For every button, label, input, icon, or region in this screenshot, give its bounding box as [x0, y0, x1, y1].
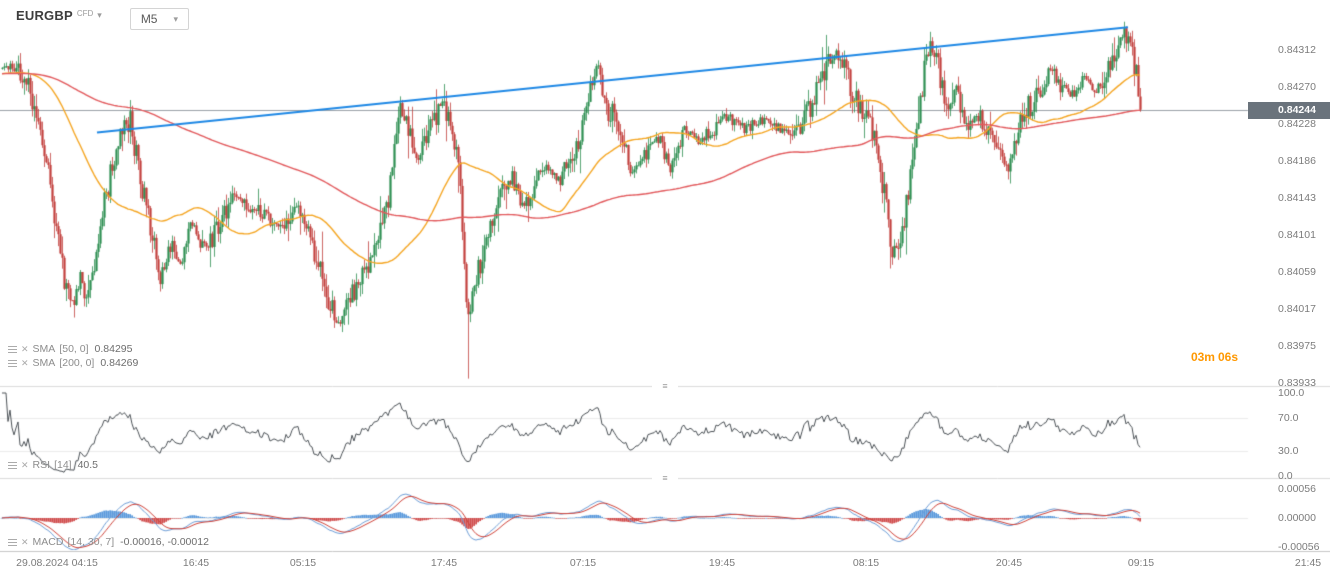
indicator-params: [14, 30, 7] — [67, 536, 115, 548]
indicator-value: -0.00016, -0.00012 — [120, 536, 209, 548]
instrument-symbol: EURGBP — [16, 8, 73, 23]
indicator-menu-icon[interactable] — [8, 359, 17, 367]
price-axis-label: 0.84059 — [1278, 266, 1316, 279]
indicator-remove-icon[interactable]: ✕ — [21, 536, 29, 547]
time-axis-label: 05:15 — [289, 557, 317, 569]
current-price-value: 0.84244 — [1278, 103, 1316, 116]
indicator-remove-icon[interactable]: ✕ — [21, 459, 29, 470]
rsi-axis-label: 100.0 — [1278, 387, 1305, 399]
sma50-legend: ✕ SMA [50, 0] 0.84295 — [8, 343, 132, 355]
current-price-badge: 0.84244 — [1248, 101, 1330, 119]
time-axis-label: 09:15 — [1127, 557, 1155, 569]
macd-axis-label: 0.00056 — [1278, 483, 1316, 495]
price-axis-label: 0.84143 — [1278, 192, 1316, 205]
macd-axis-label: 0.00000 — [1278, 512, 1316, 524]
time-axis-label: 08:15 — [852, 557, 880, 569]
instrument-type-label: CFD — [76, 9, 94, 18]
price-axis-label: 0.84270 — [1278, 80, 1316, 93]
price-axis-label: 0.84186 — [1278, 154, 1316, 167]
timeframe-label: M5 — [140, 12, 158, 26]
indicator-value: 40.5 — [77, 459, 99, 471]
time-axis-label: 16:45 — [182, 557, 210, 569]
price-axis-label: 0.84228 — [1278, 117, 1316, 130]
rsi-axis-label: 0.0 — [1278, 470, 1293, 482]
indicator-params: [200, 0] — [59, 357, 95, 369]
rsi-axis-label: 70.0 — [1278, 411, 1299, 424]
chevron-down-icon: ▾ — [173, 14, 179, 24]
chart-toolbar: EURGBP CFD ▾ M5 ▾ — [16, 8, 190, 30]
sma200-legend: ✕ SMA [200, 0] 0.84269 — [8, 357, 138, 369]
timeframe-selector[interactable]: M5 ▾ — [129, 8, 190, 30]
countdown-seconds: 06s — [1217, 350, 1238, 364]
price-axis-label: 0.84101 — [1278, 229, 1316, 242]
indicator-value: 0.84295 — [94, 343, 133, 355]
price-axis-label: 0.84017 — [1278, 303, 1316, 316]
indicator-name: MACD — [32, 536, 64, 548]
indicator-name: SMA — [32, 357, 56, 369]
indicator-value: 0.84269 — [100, 357, 139, 369]
indicator-menu-icon[interactable] — [8, 345, 17, 353]
time-axis-label: 21:45 — [1294, 557, 1322, 569]
price-axis-label: 0.83933 — [1278, 377, 1316, 389]
time-axis-label: 17:45 — [430, 557, 458, 569]
indicator-params: [14] — [54, 459, 72, 471]
indicator-name: SMA — [32, 343, 56, 355]
countdown-minutes: 03m — [1190, 350, 1215, 364]
rsi-legend: ✕ RSI [14] 40.5 — [8, 459, 98, 471]
indicator-menu-icon[interactable] — [8, 538, 17, 546]
price-axis-label: 0.83975 — [1278, 340, 1316, 353]
chevron-down-icon: ▾ — [97, 10, 102, 20]
indicator-name: RSI — [32, 459, 51, 471]
instrument-selector[interactable]: EURGBP CFD ▾ — [16, 8, 102, 23]
rsi-axis-label: 30.0 — [1278, 445, 1299, 458]
indicator-params: [50, 0] — [59, 343, 89, 355]
time-axis-label: 20:45 — [995, 557, 1023, 569]
candle-countdown: 03m 06s — [1191, 350, 1238, 364]
macd-axis-label: -0.00056 — [1278, 541, 1320, 553]
time-axis-label: 07:15 — [569, 557, 597, 569]
indicator-menu-icon[interactable] — [8, 461, 17, 469]
indicator-remove-icon[interactable]: ✕ — [21, 357, 29, 368]
price-axis-label: 0.84312 — [1278, 44, 1316, 56]
pane-resize-handle-macd[interactable]: ≡ — [652, 474, 678, 483]
pane-resize-handle-rsi[interactable]: ≡ — [652, 382, 678, 391]
macd-legend: ✕ MACD [14, 30, 7] -0.00016, -0.00012 — [8, 536, 209, 548]
indicator-remove-icon[interactable]: ✕ — [21, 343, 29, 354]
time-axis-label: 19:45 — [708, 557, 736, 569]
time-axis-label: 29.08.2024 04:15 — [16, 557, 98, 569]
